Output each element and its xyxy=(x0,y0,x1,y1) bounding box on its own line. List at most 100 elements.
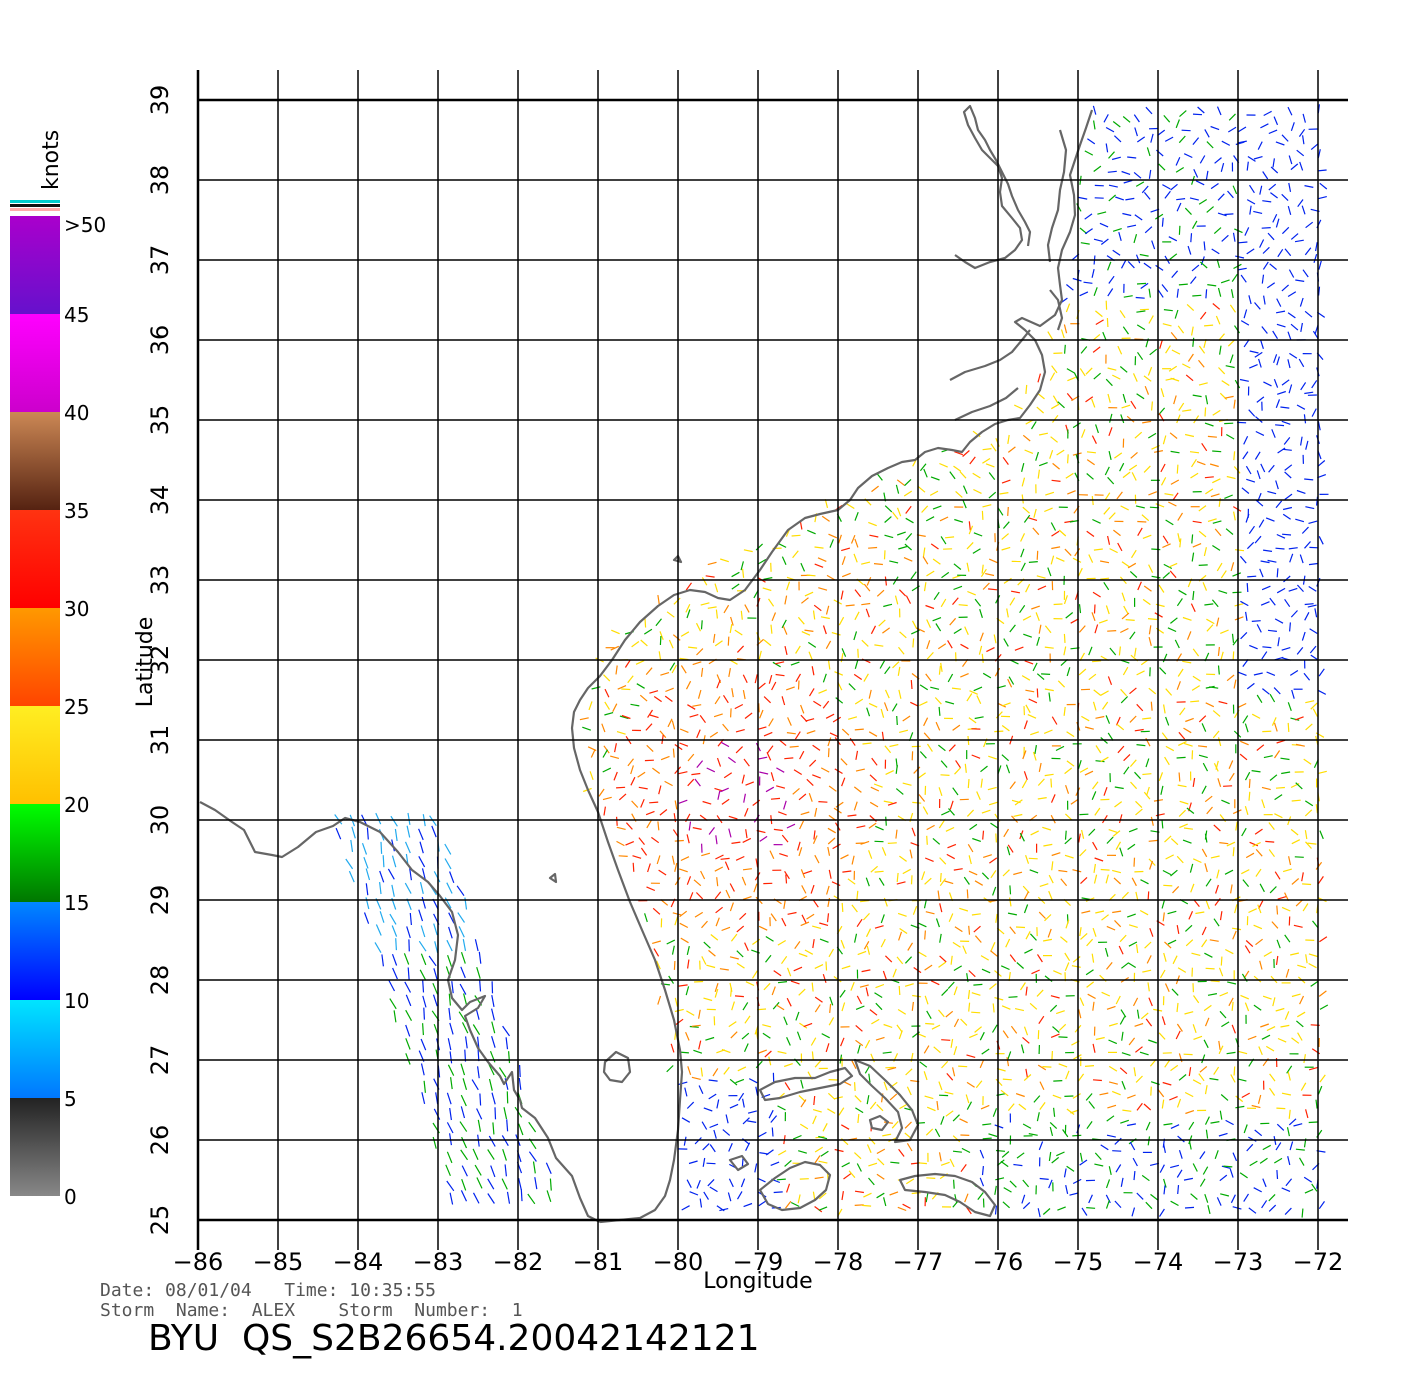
wind-vector xyxy=(1112,910,1122,914)
wind-vector xyxy=(1114,1137,1122,1145)
wind-vector xyxy=(1066,393,1074,401)
wind-vector xyxy=(906,1142,913,1152)
longitude-tick-label: −76 xyxy=(973,1248,1024,1276)
wind-vector xyxy=(868,1162,878,1167)
wind-vector xyxy=(1226,475,1236,480)
wind-vector xyxy=(694,778,701,787)
wind-vector xyxy=(1072,1134,1082,1137)
wind-vector xyxy=(742,674,748,684)
wind-vector xyxy=(776,1004,785,1011)
wind-vector xyxy=(1135,944,1139,954)
wind-vector xyxy=(1037,585,1047,591)
wind-vector xyxy=(1311,380,1318,389)
wind-vector xyxy=(730,616,734,626)
wind-vector xyxy=(1088,1194,1093,1204)
wind-vector xyxy=(1257,904,1262,914)
wind-vector xyxy=(1260,601,1270,606)
longitude-tick-label: −72 xyxy=(1293,1248,1344,1276)
wind-vector xyxy=(814,964,824,969)
wind-vector xyxy=(721,798,730,805)
wind-vector xyxy=(1151,575,1161,579)
wind-vector xyxy=(673,813,677,823)
wind-vector xyxy=(638,837,645,845)
wind-vector xyxy=(1246,478,1256,483)
wind-vector xyxy=(1188,1067,1192,1077)
latitude-tick-label: 25 xyxy=(146,1205,174,1236)
wind-vector xyxy=(861,602,871,606)
wind-vector xyxy=(488,1078,493,1091)
wind-vector xyxy=(487,1193,495,1204)
wind-vector xyxy=(418,828,424,841)
wind-vector xyxy=(1198,345,1206,354)
wind-vector xyxy=(1186,807,1195,814)
wind-vector xyxy=(1217,212,1227,217)
wind-vector xyxy=(680,856,690,862)
wind-vector xyxy=(418,940,427,952)
wind-vector xyxy=(1212,478,1221,484)
wind-vector xyxy=(1029,1002,1038,1010)
wind-vector xyxy=(1107,393,1111,403)
wind-vector xyxy=(1291,1037,1300,1044)
wind-vector xyxy=(1261,227,1271,229)
wind-vector xyxy=(1232,232,1236,242)
wind-vector xyxy=(1143,1103,1152,1111)
colorbar-segment xyxy=(10,804,60,902)
wind-vector xyxy=(658,651,662,661)
wind-vector xyxy=(798,988,806,996)
wind-vector xyxy=(952,1135,961,1143)
wind-vector xyxy=(1266,671,1276,676)
colorbar-label: 0 xyxy=(64,1185,77,1209)
wind-vector xyxy=(759,835,768,842)
wind-vector xyxy=(850,534,856,544)
wind-vector xyxy=(1219,1174,1228,1182)
wind-vector xyxy=(504,1164,507,1177)
wind-vector xyxy=(729,956,739,960)
wind-vector xyxy=(713,1129,717,1139)
wind-vector xyxy=(1170,1124,1180,1129)
wind-vector xyxy=(878,877,885,886)
wind-vector xyxy=(926,824,935,831)
wind-vector xyxy=(1205,395,1209,405)
wind-vector xyxy=(1263,110,1272,117)
wind-vector xyxy=(735,1078,745,1084)
wind-vector xyxy=(1204,795,1213,803)
wind-vector xyxy=(674,997,678,1007)
wind-vector xyxy=(1302,269,1309,278)
wind-vector xyxy=(1052,395,1059,404)
wind-vector xyxy=(840,1037,845,1047)
wind-vector xyxy=(883,550,886,560)
wind-vector xyxy=(954,451,964,456)
wind-vector xyxy=(1108,184,1118,188)
wind-vector xyxy=(720,741,730,748)
wind-vector xyxy=(801,914,807,924)
wind-vector xyxy=(403,953,410,965)
wind-vector xyxy=(602,749,609,758)
wind-vector xyxy=(1020,562,1026,572)
wind-vector xyxy=(1051,479,1061,482)
wind-vector xyxy=(1231,1001,1234,1011)
wind-vector xyxy=(747,1110,757,1114)
wind-vector xyxy=(968,1002,971,1012)
wind-vector xyxy=(825,713,835,719)
wind-vector xyxy=(781,917,787,927)
wind-vector xyxy=(820,767,830,773)
wind-vector xyxy=(882,1051,892,1054)
wind-vector xyxy=(1177,1135,1185,1143)
wind-vector xyxy=(1052,1026,1060,1033)
wind-vector xyxy=(1036,954,1043,963)
wind-vector xyxy=(1114,786,1124,790)
wind-vector xyxy=(925,604,935,610)
wind-vector xyxy=(1115,995,1121,1005)
wind-vector xyxy=(784,870,790,880)
wind-vector xyxy=(814,854,820,864)
wind-vector xyxy=(982,1123,992,1126)
wind-vector xyxy=(1262,688,1270,695)
wind-vector xyxy=(632,862,635,872)
wind-vector xyxy=(1148,636,1152,646)
wind-vector xyxy=(644,618,647,628)
wind-vector xyxy=(665,687,674,693)
wind-vector xyxy=(938,744,946,752)
colorbar-label: 5 xyxy=(64,1087,77,1111)
wind-vector xyxy=(1063,595,1068,605)
wind-vector xyxy=(715,854,724,860)
